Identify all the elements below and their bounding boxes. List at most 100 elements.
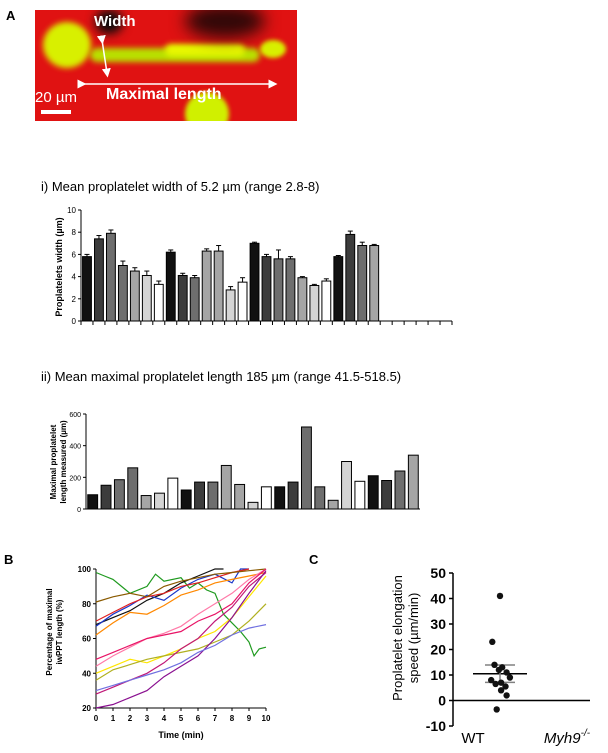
bar	[407, 454, 419, 510]
micrograph-image: Width Maximal length 20 µm	[35, 10, 297, 121]
category-myh9: Myh9-/-	[544, 728, 591, 747]
width-bar-chart: 0 2 4 6 8 10 Proplatelets width (µm)	[54, 206, 453, 326]
bar	[247, 501, 259, 510]
bar	[194, 481, 206, 510]
x-tick-label: 6	[196, 714, 201, 723]
data-point	[495, 666, 503, 674]
panel-letter-c: C	[309, 552, 319, 567]
x-tick-label: 5	[179, 714, 184, 723]
bar	[129, 270, 140, 322]
panel-letter-a: A	[6, 8, 16, 23]
x-tick-label: 1	[111, 714, 116, 723]
data-point	[492, 680, 499, 688]
y-tick-label: 8	[72, 228, 77, 237]
bar	[327, 499, 339, 510]
bar	[180, 489, 192, 510]
bar	[249, 242, 260, 322]
y-tick-label: 0	[72, 317, 77, 326]
time-course-y-label-1: Percentage of maximal	[45, 588, 54, 675]
bar	[127, 467, 139, 510]
y-tick-label: 100	[78, 565, 92, 574]
bar	[213, 250, 224, 322]
y-tick-label: 600	[69, 412, 81, 419]
y-tick-label: 10	[67, 206, 76, 215]
micrograph-annotations	[77, 34, 278, 89]
bar	[261, 256, 272, 322]
y-tick-label: 20	[430, 642, 446, 658]
x-tick-label: 9	[247, 714, 252, 723]
bar	[234, 483, 246, 510]
series-line	[95, 568, 250, 622]
bar	[117, 265, 128, 322]
bar	[167, 477, 179, 510]
bar	[207, 481, 219, 510]
y-tick-label: 4	[72, 273, 77, 282]
x-tick-label: 2	[128, 714, 133, 723]
bar	[369, 245, 380, 322]
series-line	[95, 624, 267, 692]
bar	[367, 475, 379, 510]
bar	[341, 461, 352, 510]
bar	[82, 256, 92, 322]
bar	[285, 258, 296, 322]
y-tick-label: 40	[82, 669, 91, 678]
y-tick-label: 6	[72, 250, 77, 259]
panel-letter-b: B	[4, 552, 14, 567]
bar	[220, 464, 232, 510]
data-point	[506, 674, 514, 681]
bar	[357, 245, 368, 322]
data-point	[497, 679, 505, 686]
width-chart-title: i) Mean proplatelet width of 5.2 µm (ran…	[41, 179, 320, 194]
bar	[309, 284, 320, 322]
bar	[273, 258, 284, 322]
series-line	[95, 568, 267, 660]
bar	[297, 277, 308, 322]
series-line	[95, 568, 267, 667]
bar	[105, 232, 116, 322]
x-tick-label: 4	[162, 714, 167, 723]
width-label: Width	[94, 13, 136, 30]
data-point	[502, 683, 509, 690]
data-point	[503, 669, 510, 676]
bar	[140, 495, 152, 510]
y-tick-label: 80	[82, 600, 91, 609]
category-myh9-superscript: -/-	[581, 728, 591, 739]
bar	[287, 481, 299, 510]
y-tick-label: 40	[430, 591, 446, 607]
data-point	[503, 692, 510, 699]
bar	[201, 250, 212, 322]
length-chart-title: ii) Mean maximal proplatelet length 185 …	[41, 369, 402, 384]
speed-y-label-2: speed (µm/min)	[406, 593, 421, 684]
data-point	[496, 592, 504, 600]
time-course-x-label: Time (min)	[158, 730, 203, 740]
elongation-speed-chart: -10 0 10 20 30 40 50 Proplatelet elongation sp…	[390, 565, 591, 747]
y-tick-label: 30	[430, 616, 446, 632]
bar	[87, 494, 99, 510]
series-line	[95, 570, 267, 709]
y-tick-label: 50	[430, 565, 446, 581]
bar	[274, 486, 286, 510]
bar	[189, 277, 200, 322]
width-arrow	[96, 34, 111, 78]
category-wt: WT	[461, 730, 484, 747]
y-tick-label: 200	[69, 475, 81, 482]
width-y-label: Proplatelets width (µm)	[54, 217, 64, 316]
length-y-label-1: Maximal proplatelet	[49, 424, 58, 499]
time-course-chart: 20 40 60 80 100 0 1 2 3 4 5 6 7 8 9 10 Percentage of ma…	[45, 565, 271, 740]
time-course-y-label-2: iwPPT length (%)	[55, 599, 64, 664]
series-line	[95, 568, 267, 603]
y-tick-label: 60	[82, 635, 91, 644]
y-tick-label: 0	[438, 693, 446, 709]
bar	[354, 480, 366, 510]
bar	[381, 480, 393, 510]
length-bar-chart: 0 200 400 600 Maximal proplatelet length me…	[49, 412, 420, 514]
series-line	[95, 571, 267, 636]
y-tick-label: 10	[430, 667, 446, 683]
data-point	[491, 661, 498, 668]
bar	[113, 479, 125, 510]
bar	[333, 256, 344, 322]
y-tick-label: 20	[82, 704, 91, 713]
bar	[394, 470, 406, 510]
x-tick-label: 8	[230, 714, 235, 723]
maximal-length-label: Maximal length	[106, 86, 222, 103]
